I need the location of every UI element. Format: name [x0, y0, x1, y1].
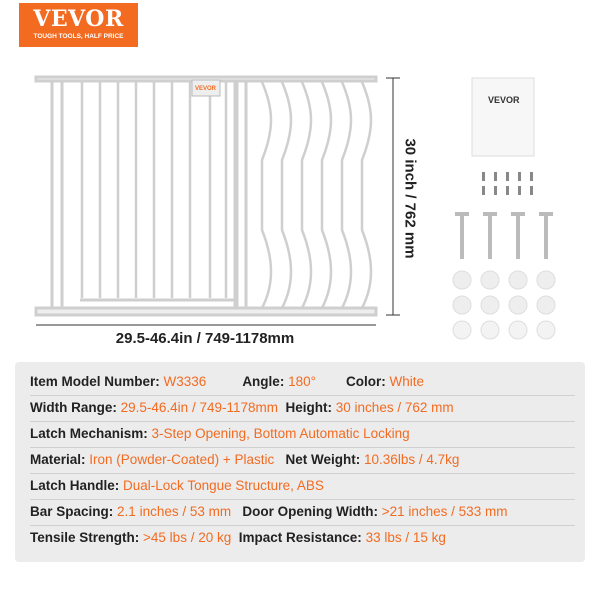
- wall-cup-icon: [452, 270, 472, 290]
- wall-cup-icon: [452, 295, 472, 315]
- wall-cup-icon: [508, 320, 528, 340]
- spec-row: Item Model Number: W3336 Angle: 180° Color…: [30, 370, 575, 396]
- screw-icon: [506, 186, 509, 195]
- pressure-bolt-icon: [483, 212, 497, 259]
- spec-row: Bar Spacing: 2.1 inches / 53 mm Door Ope…: [30, 500, 575, 526]
- extension-bar: [300, 81, 313, 309]
- extension-bar: [360, 81, 373, 309]
- logo-brand: VEVOR: [33, 6, 124, 32]
- wall-cup-icon: [452, 320, 472, 340]
- wall-cup-icon: [508, 270, 528, 290]
- screw-icon: [506, 172, 509, 181]
- wall-cup-icon: [536, 270, 556, 290]
- spec-row: Width Range: 29.5-46.4in / 749-1178mm He…: [30, 396, 575, 422]
- pressure-bolt-icon: [539, 212, 553, 259]
- wall-cup-icon: [480, 295, 500, 315]
- pressure-bolt-icon: [511, 212, 525, 259]
- extension-bar: [280, 81, 293, 309]
- wall-cup-icon: [508, 295, 528, 315]
- gate-illustration: VEVOR VEVOR: [34, 75, 556, 340]
- screw-icon: [482, 172, 485, 181]
- width-dimension: 29.5-46.4in / 749-1178mm: [115, 330, 295, 347]
- spec-row: Latch Handle: Dual-Lock Tongue Structure…: [30, 474, 575, 500]
- wall-cup-icon: [536, 320, 556, 340]
- vevor-logo: VEVOR TOUGH TOOLS, HALF PRICE: [19, 3, 138, 47]
- handle-logo: VEVOR: [195, 86, 217, 92]
- spec-panel: Item Model Number: W3336 Angle: 180° Color…: [15, 362, 585, 562]
- extension-bar: [260, 81, 273, 309]
- spec-row: Tensile Strength: >45 lbs / 20 kg Impact…: [30, 530, 446, 545]
- height-dimension: 30 inch / 762 mm: [401, 138, 419, 259]
- screw-icon: [482, 186, 485, 195]
- screw-icon: [518, 172, 521, 181]
- extension-bar: [340, 81, 353, 309]
- wall-cup-icon: [480, 320, 500, 340]
- wall-cup-icon: [480, 270, 500, 290]
- manual-brand: VEVOR: [488, 95, 520, 105]
- gate-handle: [191, 79, 221, 97]
- logo-tagline: TOUGH TOOLS, HALF PRICE: [33, 33, 124, 40]
- pressure-bolt-icon: [455, 212, 469, 259]
- screw-icon: [518, 186, 521, 195]
- screw-icon: [530, 186, 533, 195]
- screw-icon: [494, 186, 497, 195]
- screw-icon: [494, 172, 497, 181]
- screw-icon: [530, 172, 533, 181]
- spec-row: Latch Mechanism: 3-Step Opening, Bottom …: [30, 422, 575, 448]
- wall-cup-icon: [536, 295, 556, 315]
- spec-row: Material: Iron (Powder-Coated) + Plastic…: [30, 448, 575, 474]
- extension-bar: [320, 81, 333, 309]
- manual-icon: [471, 77, 535, 157]
